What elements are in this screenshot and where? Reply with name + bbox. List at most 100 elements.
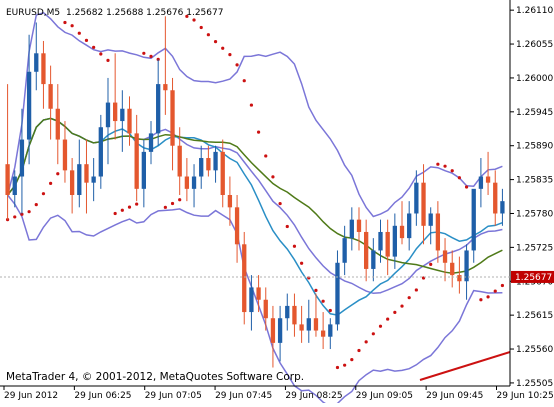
sar-dot [27, 210, 31, 214]
candle-bear [163, 84, 168, 91]
sar-dot [156, 57, 160, 61]
candle-bear [5, 164, 10, 195]
copyright-text: MetaTrader 4, © 2001-2012, MetaQuotes So… [6, 371, 304, 383]
candle-bear [457, 275, 462, 282]
sar-dot [213, 40, 218, 44]
sar-dot [77, 31, 81, 35]
symbol-label: EURUSD,M5 [6, 8, 60, 18]
sar-dot [106, 58, 110, 62]
sar-dot [228, 53, 232, 57]
parabolic-sar-layer [5, 14, 505, 370]
sar-dot [285, 224, 289, 229]
current-price-label: 1.25677 [515, 273, 552, 283]
sar-dot [464, 185, 469, 189]
candle-bull [77, 164, 82, 195]
candle-bull [249, 287, 254, 313]
sar-dot [357, 348, 361, 353]
y-tick-label: 1.25615 [516, 311, 553, 321]
candle-bull [407, 213, 412, 239]
y-tick-label: 1.26000 [516, 74, 553, 84]
ma-slow-line [7, 117, 503, 274]
sar-dot [70, 24, 74, 28]
sar-dot [407, 296, 411, 300]
candle-bull [306, 318, 311, 331]
candle-bear [485, 176, 491, 183]
candle-bull [98, 127, 103, 177]
sar-dot [249, 103, 254, 107]
candle-bear [320, 330, 326, 337]
sar-dot [479, 298, 483, 302]
candle-bull [199, 158, 204, 177]
sar-dot [206, 33, 210, 37]
candle-bear [41, 53, 46, 85]
candle-bear [127, 108, 132, 134]
x-tick-label: 29 Jun 09:05 [356, 391, 413, 401]
x-tick-label: 29 Jun 09:45 [426, 391, 483, 401]
candle-bull [342, 238, 347, 263]
sar-dot [199, 25, 203, 30]
candle-bear [270, 318, 276, 343]
sar-dot [314, 288, 318, 292]
y-tick-label: 1.25725 [516, 243, 553, 253]
sar-dot [343, 363, 347, 367]
sar-dot [49, 181, 53, 186]
sar-dot [221, 46, 225, 50]
sar-dot [242, 79, 246, 83]
moving-averages-layer [7, 117, 511, 381]
sar-dot [20, 212, 24, 216]
candle-bear [435, 213, 441, 251]
sar-dot [436, 162, 440, 166]
lower-trend-line [419, 351, 511, 381]
candle-bull [191, 176, 197, 189]
x-tick-label: 29 Jun 10:25 [497, 391, 554, 401]
sar-dot [56, 172, 60, 176]
labels-layer: 1.26110 1.26055 1.26000 1.25945 1.25890 1.258… [4, 6, 554, 401]
candle-bull [26, 71, 32, 140]
sar-dot [364, 340, 368, 344]
sar-dot [120, 208, 124, 212]
candle-bear [263, 299, 268, 319]
candle-bear [234, 207, 240, 245]
sar-dot [34, 202, 38, 207]
candle-bull [349, 219, 354, 239]
sar-dot [443, 164, 447, 168]
x-tick-label: 29 Jun 2012 [4, 391, 58, 401]
sar-dot [92, 45, 96, 49]
sar-dot [414, 288, 418, 292]
y-tick-label: 1.25945 [516, 108, 553, 118]
candle-bear [450, 262, 455, 276]
candle-bull [141, 151, 146, 189]
candle-bear [62, 139, 68, 171]
candle-bull [148, 133, 154, 152]
candle-bull [328, 324, 333, 337]
sar-dot [393, 310, 397, 314]
candle-bull [464, 250, 469, 282]
y-tick-label: 1.26110 [516, 6, 553, 16]
sar-dot [500, 283, 505, 288]
candle-bull [371, 250, 376, 269]
sar-dot [450, 169, 454, 173]
sar-dot [429, 262, 433, 266]
sar-dot [486, 295, 490, 299]
candle-bull [285, 305, 290, 319]
candle-bull [414, 182, 419, 214]
sar-dot [41, 192, 46, 196]
sar-dot [321, 299, 325, 303]
axes-layer [0, 0, 514, 390]
candle-bear [177, 145, 182, 177]
sar-dot [84, 38, 89, 43]
sar-dot [335, 365, 340, 370]
candle-bull [19, 139, 25, 177]
candle-bull [12, 176, 17, 195]
x-tick-label: 29 Jun 07:45 [215, 391, 272, 401]
candle-bull [213, 151, 218, 171]
candle-bull [120, 108, 125, 122]
candle-bull [392, 225, 397, 257]
candle-bear [299, 324, 304, 331]
candle-bear [134, 133, 139, 189]
sar-dot [300, 261, 304, 265]
sar-dot [113, 211, 117, 216]
candle-bear [227, 195, 233, 208]
y-tick-label: 1.25780 [516, 209, 553, 219]
